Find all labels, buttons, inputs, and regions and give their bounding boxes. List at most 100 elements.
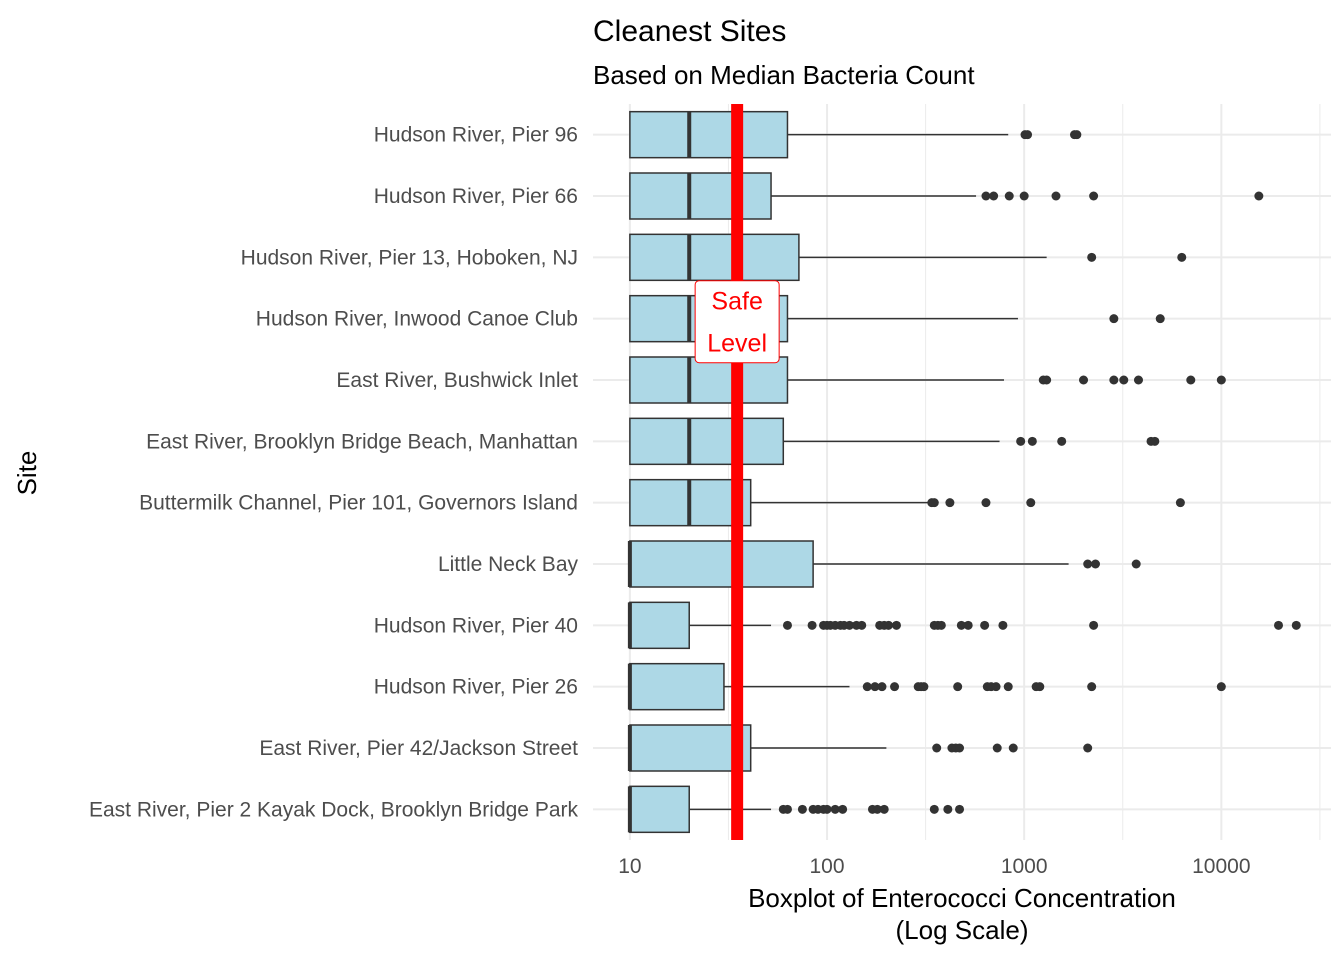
y-tick-label: Little Neck Bay xyxy=(438,553,579,576)
y-tick-label: Hudson River, Pier 66 xyxy=(374,185,578,208)
outlier-point xyxy=(862,682,872,692)
box-iqr xyxy=(629,110,789,159)
outlier-point xyxy=(877,682,887,692)
outlier-point xyxy=(1051,191,1061,201)
outlier-point xyxy=(879,804,889,814)
outlier-point xyxy=(1175,498,1185,508)
outlier-point xyxy=(1004,191,1014,201)
outlier-point xyxy=(981,191,991,201)
safe-level-label-line: Level xyxy=(707,330,767,358)
outlier-point xyxy=(1090,559,1100,569)
box-iqr xyxy=(629,540,814,588)
outlier-point xyxy=(1133,375,1143,385)
x-axis-title: Boxplot of Enterococci Concentration(Log… xyxy=(748,883,1176,945)
x-tick-label: 1000 xyxy=(1001,855,1048,878)
chart-subtitle: Based on Median Bacteria Count xyxy=(593,60,975,90)
x-tick-label: 10000 xyxy=(1192,855,1250,878)
y-axis-title: Site xyxy=(12,451,42,496)
box-1 xyxy=(629,172,1264,220)
box-2 xyxy=(629,233,1187,282)
outlier-point xyxy=(1016,436,1026,446)
box-11 xyxy=(627,785,965,834)
reference-line-group: Safe Level xyxy=(694,104,780,840)
outlier-point xyxy=(1150,436,1160,446)
outlier-point xyxy=(943,804,953,814)
box-0 xyxy=(629,110,1082,159)
outlier-point xyxy=(782,620,792,630)
y-tick-label: Hudson River, Pier 40 xyxy=(374,614,578,637)
box-9 xyxy=(627,662,1226,711)
outlier-point xyxy=(1155,314,1165,324)
box-iqr xyxy=(629,601,690,650)
outlier-point xyxy=(1008,743,1018,753)
outlier-point xyxy=(838,804,848,814)
outlier-point xyxy=(1057,436,1067,446)
outlier-point xyxy=(1042,375,1052,385)
outlier-point xyxy=(992,743,1002,753)
outlier-point xyxy=(919,682,929,692)
outlier-point xyxy=(1216,682,1226,692)
box-iqr xyxy=(629,785,690,834)
y-tick-label: East River, Pier 42/Jackson Street xyxy=(259,737,578,760)
outlier-point xyxy=(1291,620,1301,630)
outlier-point xyxy=(932,743,942,753)
x-axis-title-line: Boxplot of Enterococci Concentration xyxy=(748,883,1176,913)
outlier-point xyxy=(1027,436,1037,446)
box-4 xyxy=(629,356,1226,404)
box-8 xyxy=(627,601,1301,650)
outlier-point xyxy=(1109,375,1119,385)
outlier-point xyxy=(929,804,939,814)
outlier-point xyxy=(955,743,965,753)
y-tick-label: Hudson River, Pier 96 xyxy=(374,124,578,147)
outlier-point xyxy=(782,804,792,814)
outlier-point xyxy=(1254,191,1264,201)
box-iqr xyxy=(629,417,785,466)
chart-title: Cleanest Sites xyxy=(593,15,786,48)
outlier-point xyxy=(883,620,893,630)
y-tick-label: East River, Bushwick Inlet xyxy=(336,369,578,392)
box-5 xyxy=(629,417,1160,466)
outlier-point xyxy=(822,804,832,814)
outlier-point xyxy=(1186,375,1196,385)
safe-level-label-line: Safe xyxy=(711,288,762,316)
outlier-point xyxy=(891,620,901,630)
outlier-point xyxy=(1177,252,1187,262)
outlier-point xyxy=(1019,191,1029,201)
y-tick-label: Hudson River, Pier 13, Hoboken, NJ xyxy=(241,246,578,269)
outlier-point xyxy=(1119,375,1129,385)
outlier-point xyxy=(953,682,963,692)
outlier-point xyxy=(797,804,807,814)
y-tick-label: Hudson River, Pier 26 xyxy=(374,676,578,699)
outlier-point xyxy=(1083,743,1093,753)
outlier-point xyxy=(1216,375,1226,385)
outlier-point xyxy=(991,682,1001,692)
outlier-point xyxy=(830,804,840,814)
y-tick-labels: Hudson River, Pier 96 Hudson River, Pier … xyxy=(89,124,579,822)
outlier-point xyxy=(1023,130,1033,140)
box-iqr xyxy=(629,662,725,711)
safe-level-label-box xyxy=(694,280,780,364)
y-tick-label: East River, Brooklyn Bridge Beach, Manha… xyxy=(146,430,578,453)
box-iqr xyxy=(629,172,772,220)
box-10 xyxy=(627,724,1093,772)
outlier-point xyxy=(1089,191,1099,201)
outlier-point xyxy=(1131,559,1141,569)
y-tick-label: Hudson River, Inwood Canoe Club xyxy=(256,308,578,331)
outlier-point xyxy=(1083,559,1093,569)
x-axis-title-line: (Log Scale) xyxy=(896,915,1029,945)
box-6 xyxy=(629,478,1185,527)
outlier-point xyxy=(1109,314,1119,324)
outlier-point xyxy=(963,620,973,630)
outlier-point xyxy=(1003,682,1013,692)
outlier-point xyxy=(1087,682,1097,692)
outlier-point xyxy=(890,682,900,692)
outlier-point xyxy=(844,620,854,630)
outlier-point xyxy=(929,498,939,508)
outlier-point xyxy=(945,498,955,508)
outlier-point xyxy=(989,191,999,201)
outlier-point xyxy=(872,804,882,814)
outlier-point xyxy=(956,620,966,630)
x-tick-label: 10 xyxy=(618,855,641,878)
x-tick-label: 100 xyxy=(810,855,845,878)
